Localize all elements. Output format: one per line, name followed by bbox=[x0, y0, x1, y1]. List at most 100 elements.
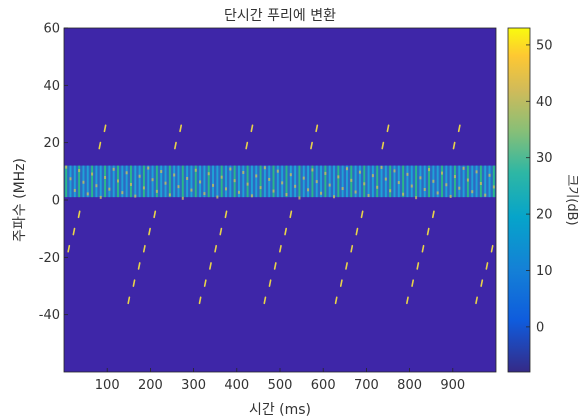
band-pulse bbox=[311, 165, 314, 198]
x-tick-label: 300 bbox=[181, 378, 206, 393]
chirp-mark bbox=[350, 244, 354, 253]
band-speckle bbox=[246, 182, 249, 186]
chirp-mark bbox=[77, 210, 81, 219]
chirp-mark bbox=[426, 227, 430, 236]
chirp-mark bbox=[179, 124, 183, 133]
band-speckle bbox=[462, 166, 465, 170]
chirp-mark bbox=[355, 227, 359, 236]
band-pulse bbox=[246, 165, 249, 198]
x-tick-label: 100 bbox=[95, 378, 120, 393]
band-pulse bbox=[160, 165, 163, 198]
chirp-mark bbox=[452, 141, 456, 150]
band-pulse bbox=[272, 165, 275, 198]
band-speckle bbox=[177, 185, 180, 189]
band-speckle bbox=[397, 181, 400, 185]
band-speckle bbox=[376, 185, 379, 189]
chirp-traces bbox=[67, 124, 494, 305]
band-pulse bbox=[173, 165, 176, 198]
band-pulse bbox=[384, 165, 387, 198]
band-speckle bbox=[294, 184, 297, 188]
colorbar-tick-label: 0 bbox=[536, 320, 544, 335]
colorbar-tick-label: 40 bbox=[536, 95, 553, 110]
chirp-mark bbox=[67, 244, 71, 253]
band-speckle bbox=[104, 176, 107, 180]
chirp-mark bbox=[457, 124, 461, 133]
band-speckle bbox=[225, 187, 227, 191]
band-speckle bbox=[345, 167, 348, 171]
band-pulse bbox=[151, 165, 154, 198]
band-pulse bbox=[220, 165, 223, 198]
band-pulse bbox=[358, 165, 361, 198]
band-pulse bbox=[428, 165, 431, 198]
band-pulse bbox=[445, 165, 448, 198]
band-speckle bbox=[410, 184, 413, 188]
band-pulse bbox=[345, 165, 348, 198]
band-pulse bbox=[371, 165, 374, 198]
band-pulse bbox=[475, 165, 478, 198]
band-speckle bbox=[492, 185, 495, 189]
band-speckle bbox=[142, 186, 145, 190]
band-speckle bbox=[471, 190, 474, 194]
band-pulse bbox=[142, 165, 145, 198]
band-speckle bbox=[199, 180, 202, 184]
band-speckle bbox=[393, 169, 396, 173]
band-speckle bbox=[99, 195, 102, 199]
band-speckle bbox=[458, 186, 461, 190]
colorbar-tick-label: 20 bbox=[536, 208, 553, 223]
band-speckle bbox=[341, 187, 344, 191]
band-speckle bbox=[415, 196, 418, 200]
band-speckle bbox=[69, 177, 72, 181]
band-speckle bbox=[423, 187, 426, 191]
chirp-mark bbox=[137, 262, 141, 270]
band-pulse bbox=[324, 165, 327, 198]
band-pulse bbox=[367, 165, 370, 198]
band-speckle bbox=[173, 173, 176, 177]
band-speckle bbox=[73, 188, 76, 192]
chirp-mark bbox=[310, 141, 313, 150]
chirp-mark bbox=[198, 296, 202, 305]
band-speckle bbox=[384, 177, 387, 181]
x-tick-label: 200 bbox=[138, 378, 163, 393]
band-pulse bbox=[393, 165, 396, 198]
band-pulse bbox=[125, 165, 128, 198]
band-speckle bbox=[272, 189, 275, 193]
chirp-mark bbox=[148, 227, 151, 236]
band-speckle bbox=[259, 186, 262, 190]
chirp-mark bbox=[245, 141, 249, 150]
band-speckle bbox=[315, 180, 318, 184]
band-pulse bbox=[341, 165, 344, 198]
chirp-mark bbox=[334, 296, 338, 305]
band-pulse bbox=[259, 165, 262, 198]
band-speckle bbox=[302, 176, 305, 180]
band-speckle bbox=[86, 192, 89, 196]
band-speckle bbox=[186, 176, 189, 180]
chirp-mark bbox=[127, 296, 131, 305]
band-speckle bbox=[181, 196, 184, 200]
band-speckle bbox=[95, 184, 98, 188]
chirp-mark bbox=[132, 279, 136, 287]
band-pulse bbox=[479, 165, 482, 198]
band-pulse bbox=[410, 165, 413, 198]
band-pulse bbox=[320, 165, 323, 198]
band-speckle bbox=[367, 193, 370, 197]
y-tick-label: 0 bbox=[52, 194, 60, 209]
band-speckle bbox=[233, 179, 236, 183]
band-pulse bbox=[423, 165, 426, 198]
band-pulse bbox=[129, 165, 132, 198]
band-pulse bbox=[376, 165, 379, 198]
band-pulse bbox=[492, 165, 495, 198]
band-speckle bbox=[428, 168, 431, 172]
band-speckle bbox=[350, 178, 353, 182]
band-pulse bbox=[112, 165, 115, 198]
band-pulse bbox=[212, 165, 215, 198]
x-tick-label: 600 bbox=[311, 378, 336, 393]
chirp-mark bbox=[209, 262, 212, 270]
band-pulse bbox=[302, 165, 305, 198]
band-pulse bbox=[194, 165, 197, 198]
band-pulse bbox=[73, 165, 76, 198]
band-speckle bbox=[112, 167, 115, 171]
chirp-mark bbox=[485, 262, 489, 270]
band-pulse bbox=[186, 165, 189, 198]
x-tick-label: 900 bbox=[440, 378, 465, 393]
